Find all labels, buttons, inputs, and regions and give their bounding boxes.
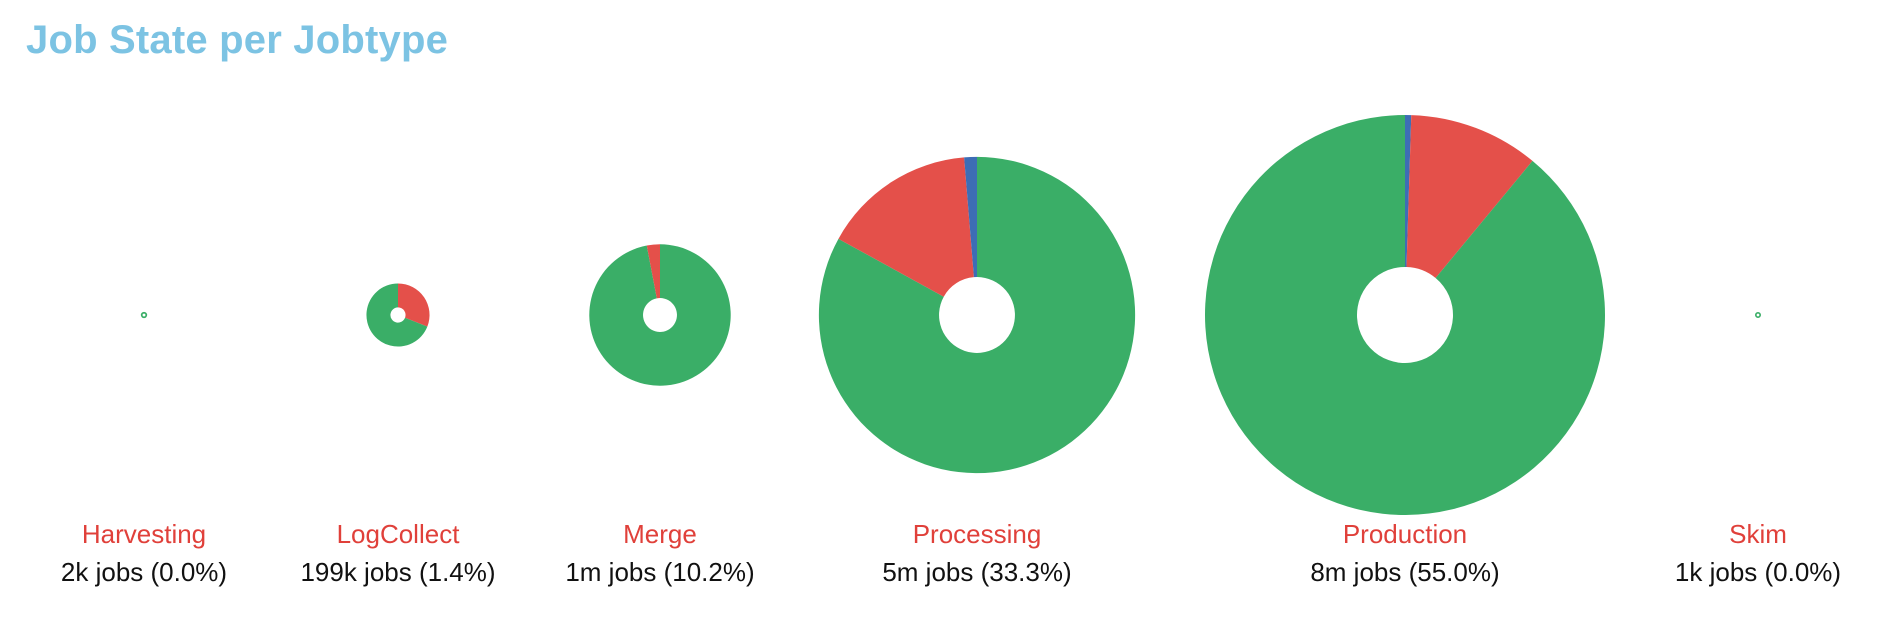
- slice-logcollect-failure[interactable]: [398, 283, 430, 327]
- chart-logcollect: LogCollect 199k jobs (1.4%): [300, 283, 496, 587]
- slice-processing-success[interactable]: [818, 156, 1136, 474]
- jobtype-count-harvesting: 2k jobs (0.0%): [61, 557, 227, 587]
- slice-logcollect-success[interactable]: [366, 283, 428, 347]
- slice-merge-success[interactable]: [589, 244, 731, 386]
- slice-processing-failure[interactable]: [838, 157, 974, 297]
- page-title: Job State per Jobtype: [26, 18, 449, 62]
- slice-processing-other[interactable]: [964, 156, 977, 278]
- chart-skim: Skim 1k jobs (0.0%): [1675, 312, 1841, 587]
- jobtype-label-processing: Processing: [913, 519, 1042, 549]
- jobtype-label-logcollect: LogCollect: [337, 519, 461, 549]
- jobtype-label-skim: Skim: [1729, 519, 1787, 549]
- chart-processing: Processing 5m jobs (33.3%): [818, 156, 1136, 587]
- chart-production: Production 8m jobs (55.0%): [1204, 115, 1605, 587]
- slice-production-other[interactable]: [1405, 115, 1412, 268]
- slice-harvesting-success[interactable]: [140, 311, 148, 319]
- chart-harvesting: Harvesting 2k jobs (0.0%): [61, 311, 227, 587]
- jobtype-count-processing: 5m jobs (33.3%): [882, 557, 1071, 587]
- jobtype-count-logcollect: 199k jobs (1.4%): [300, 557, 495, 587]
- slice-production-success[interactable]: [1204, 115, 1605, 515]
- jobtype-count-skim: 1k jobs (0.0%): [1675, 557, 1841, 587]
- slice-production-failure[interactable]: [1406, 115, 1533, 279]
- jobtype-label-harvesting: Harvesting: [82, 519, 206, 549]
- chart-merge: Merge 1m jobs (10.2%): [565, 244, 755, 587]
- jobtype-label-merge: Merge: [623, 519, 697, 549]
- slice-merge-failure[interactable]: [646, 244, 660, 299]
- jobtype-label-production: Production: [1343, 519, 1467, 549]
- slice-skim-success[interactable]: [1754, 312, 1761, 319]
- jobtype-count-production: 8m jobs (55.0%): [1310, 557, 1499, 587]
- jobtype-count-merge: 1m jobs (10.2%): [565, 557, 754, 587]
